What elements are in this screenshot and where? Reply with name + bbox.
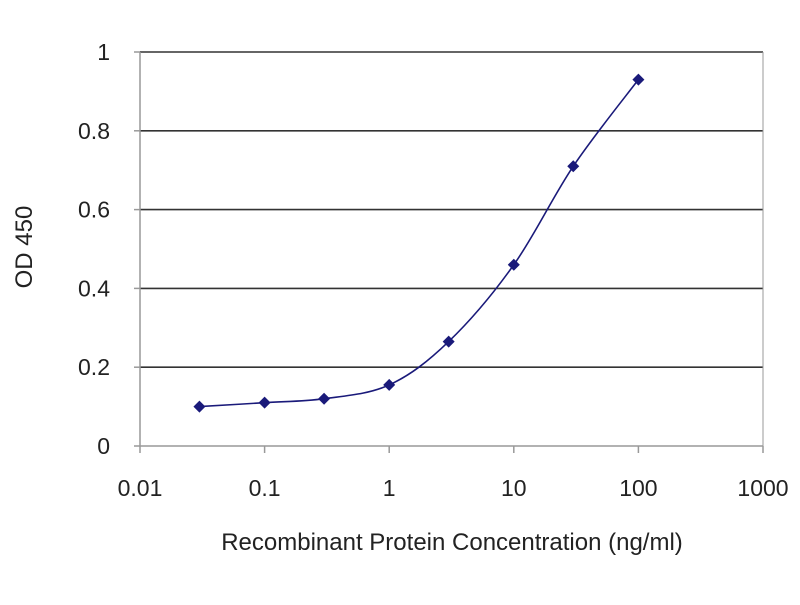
y-tick-label-4: 0.8 — [78, 118, 110, 144]
x-tick-label-3: 10 — [501, 475, 527, 501]
y-tick-label-0: 0 — [97, 433, 110, 459]
y-tick-label-2: 0.4 — [78, 275, 110, 301]
y-tick-label-1: 0.2 — [78, 354, 110, 380]
y-tick-label-3: 0.6 — [78, 197, 110, 223]
data-points — [193, 73, 645, 413]
data-point-2 — [318, 392, 331, 405]
gridlines — [140, 51, 763, 369]
data-point-3 — [383, 378, 396, 391]
x-tick-label-2: 1 — [383, 475, 396, 501]
y-tick-label-5: 1 — [97, 39, 110, 65]
x-axis-title: Recombinant Protein Concentration (ng/ml… — [221, 529, 683, 556]
x-tick-label-4: 100 — [619, 475, 657, 501]
series-curve — [199, 79, 640, 408]
y-axis-title: OD 450 — [11, 206, 38, 289]
data-point-1 — [258, 396, 271, 409]
data-point-6 — [567, 160, 580, 173]
data-point-7 — [632, 73, 645, 86]
axes — [134, 51, 764, 453]
tick-labels: 0 0.2 0.4 0.6 0.8 1 0.01 0.1 1 10 100 1000 — [78, 39, 789, 501]
x-tick-label-1: 0.1 — [249, 475, 281, 501]
x-tick-label-5: 1000 — [737, 475, 788, 501]
x-tick-label-0: 0.01 — [118, 475, 163, 501]
series-line-0 — [199, 79, 640, 408]
data-point-0 — [193, 400, 206, 413]
data-point-5 — [507, 258, 520, 271]
data-point-4 — [442, 335, 455, 348]
